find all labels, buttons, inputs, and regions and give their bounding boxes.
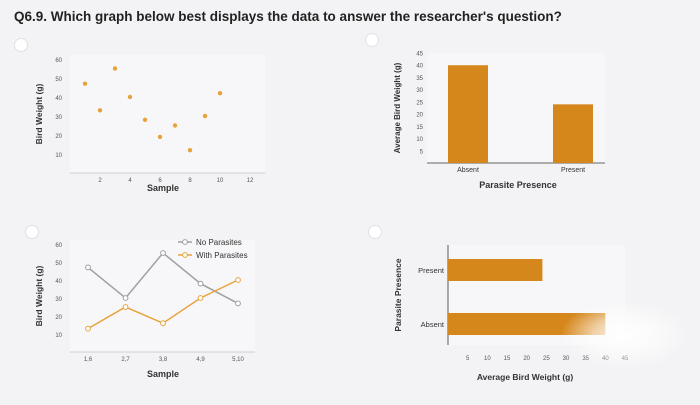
y-tick-label: Present [418, 266, 445, 275]
x-tick-label: 4 [128, 178, 132, 184]
y-tick-label: 50 [55, 77, 62, 83]
option-a-radio[interactable] [14, 38, 28, 52]
x-tick-label: 30 [563, 356, 570, 362]
data-point [157, 134, 163, 140]
y-tick-label: 10 [416, 137, 423, 143]
x-tick-label: 20 [523, 356, 530, 362]
x-axis-title: Average Bird Weight (g) [477, 372, 574, 382]
option-d-radio[interactable] [368, 225, 382, 239]
y-axis-title: Average Bird Weight (g) [393, 62, 402, 153]
plot-area [70, 55, 265, 173]
option-b-bar-chart: 5 10 15 20 25 30 35 40 45 Absent Present Parasite P… [393, 52, 605, 190]
data-point [202, 113, 208, 119]
y-tick-label: 40 [55, 279, 62, 285]
x-tick-label: 12 [247, 178, 254, 184]
y-tick-label: 40 [55, 96, 62, 102]
legend-swatch-marker-1 [182, 252, 188, 258]
bar-absent [448, 65, 488, 163]
x-axis-title: Parasite Presence [479, 180, 557, 190]
y-tick-label: 25 [416, 100, 423, 106]
y-tick-label: 30 [416, 88, 423, 94]
y-tick-label: 20 [55, 134, 62, 140]
legend-swatch-marker-0 [182, 239, 188, 245]
x-tick-label: 15 [504, 356, 511, 362]
series-point-1 [235, 277, 241, 283]
y-tick-label: 5 [420, 149, 424, 155]
series-point-0 [235, 300, 241, 307]
y-axis-title: Parasite Presence [393, 258, 403, 332]
series-point-0 [85, 264, 91, 271]
y-tick-label: 50 [55, 261, 62, 267]
series-point-0 [197, 280, 204, 287]
x-axis-title: Sample [147, 183, 179, 193]
option-b-radio[interactable] [365, 33, 379, 47]
option-c-radio[interactable] [25, 225, 39, 239]
y-tick-label: 45 [416, 52, 423, 58]
series-point-1 [197, 295, 204, 301]
x-tick-label: 3,8 [159, 357, 168, 363]
y-tick-label: 20 [416, 113, 423, 119]
data-point [187, 148, 193, 153]
x-tick-label: 8 [188, 178, 192, 184]
option-c-line-chart: 10 20 30 40 50 60 1,6 2,7 3,8 4,9 5,10 No Parasites… [34, 238, 255, 379]
x-tick-label: Absent [457, 167, 479, 174]
data-point [82, 81, 88, 86]
y-axis-title: Bird Weight (g) [34, 265, 44, 326]
x-tick-label: 10 [217, 178, 224, 184]
y-tick-label: Absent [421, 320, 445, 329]
x-tick-label: 1,6 [84, 357, 93, 363]
x-tick-label: 5,10 [232, 357, 244, 363]
option-a-scatter-chart: 10 20 30 40 50 60 2 4 6 8 10 12 Sample Bird Weight (g… [34, 55, 265, 193]
x-tick-label: 5 [466, 356, 470, 362]
x-tick-label: 6 [158, 178, 162, 184]
option-d-horizontal-bar-chart: Present Absent 5 10 15 20 25 30 35 40 45 Average Bi… [393, 245, 629, 382]
data-point [97, 108, 103, 113]
x-tick-label: 35 [582, 356, 589, 362]
bar-present [553, 104, 593, 163]
series-point-1 [160, 320, 166, 327]
bar-present [448, 259, 543, 281]
y-tick-label: 60 [55, 58, 62, 64]
data-point [127, 94, 133, 100]
legend-label-0: No Parasites [196, 238, 242, 247]
x-tick-label: 4,9 [196, 357, 205, 363]
series-point-1 [85, 325, 91, 332]
y-tick-label: 15 [416, 125, 423, 131]
series-point-0 [122, 295, 129, 301]
y-tick-label: 10 [55, 333, 62, 339]
y-axis-title: Bird Weight (g) [34, 83, 44, 144]
x-tick-label: 2 [98, 178, 102, 184]
x-tick-label: Present [561, 167, 585, 174]
y-tick-label: 30 [55, 115, 62, 121]
data-point [142, 117, 148, 123]
x-axis-title: Sample [147, 369, 179, 379]
series-point-1 [122, 304, 129, 310]
x-tick-label: 2,7 [121, 357, 130, 363]
x-tick-label: 25 [543, 356, 550, 362]
y-tick-label: 10 [55, 153, 62, 159]
x-tick-label: 40 [602, 356, 609, 362]
series-point-0 [160, 250, 166, 256]
y-tick-label: 60 [55, 243, 62, 249]
data-point [112, 66, 118, 71]
y-tick-label: 20 [55, 315, 62, 321]
x-tick-label: 45 [622, 356, 629, 362]
data-point [172, 123, 178, 128]
y-tick-label: 30 [55, 297, 62, 303]
y-tick-label: 35 [416, 76, 423, 82]
bar-absent [448, 313, 606, 335]
legend-label-1: With Parasites [196, 251, 248, 260]
data-point [217, 91, 223, 96]
y-tick-label: 40 [416, 64, 423, 70]
question-text: Q6.9. Which graph below best displays th… [14, 9, 562, 24]
x-tick-label: 10 [484, 356, 491, 362]
